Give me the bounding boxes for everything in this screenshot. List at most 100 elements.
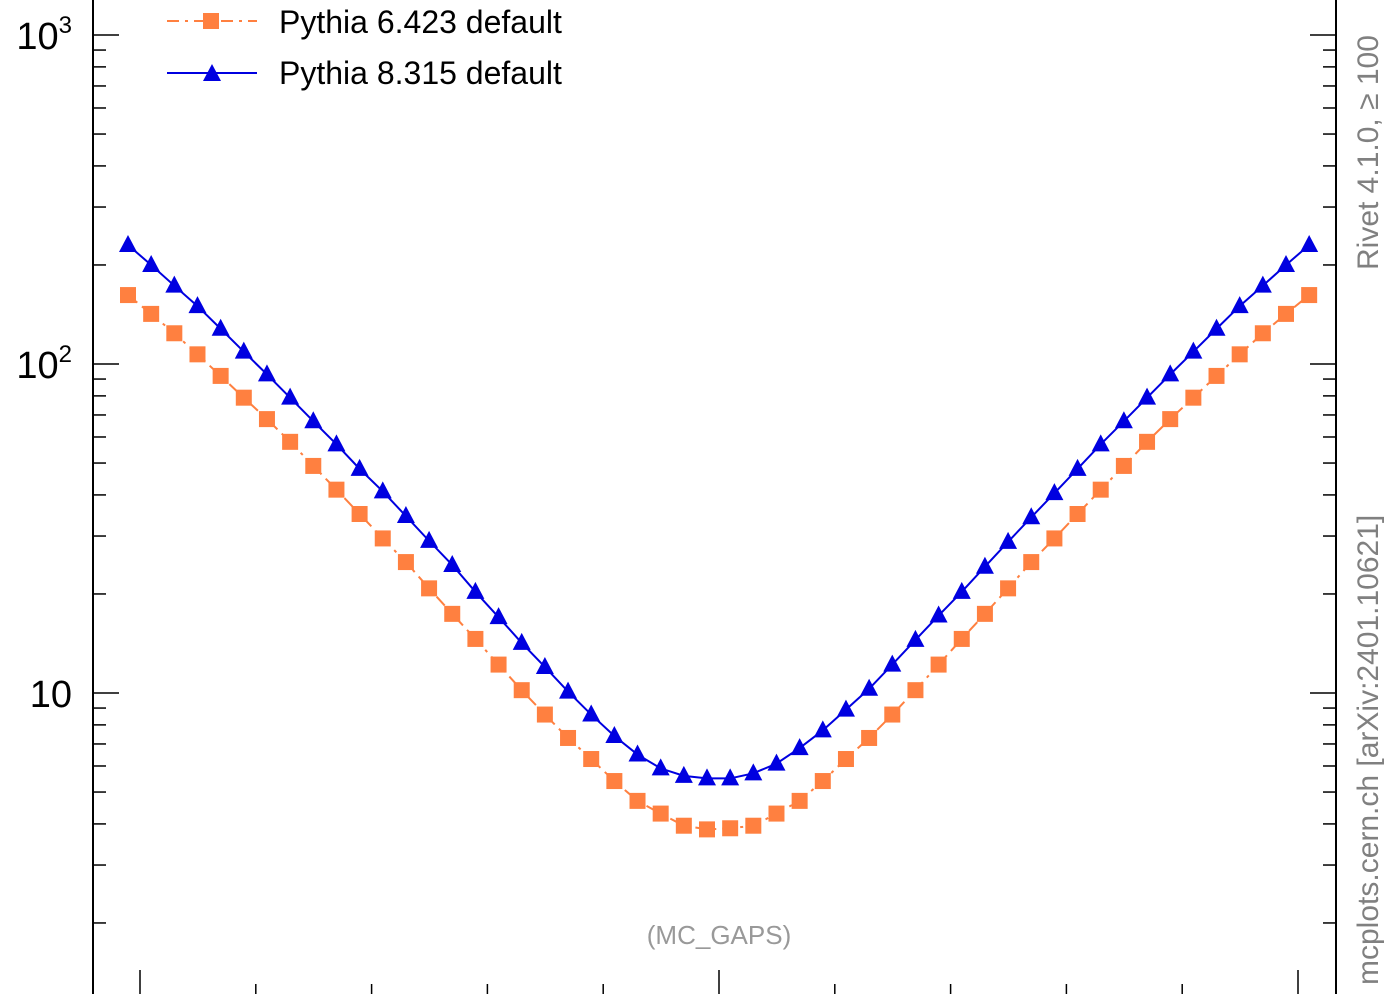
data-point-triangle	[883, 654, 902, 672]
data-point-square	[1115, 457, 1132, 474]
data-point-square	[1301, 287, 1318, 304]
data-point-square	[606, 773, 623, 790]
data-point-triangle	[350, 458, 369, 476]
data-point-square	[1000, 580, 1017, 597]
data-point-triangle	[257, 364, 276, 382]
data-point-triangle	[443, 554, 462, 572]
data-point-triangle	[721, 768, 740, 786]
data-point-triangle	[999, 531, 1018, 549]
data-point-square	[1069, 506, 1086, 523]
series-pythia6	[120, 287, 1318, 838]
data-point-square	[768, 805, 785, 822]
data-point-square	[814, 773, 831, 790]
data-point-square	[189, 346, 206, 363]
data-point-triangle	[165, 275, 184, 293]
data-point-triangle	[188, 296, 207, 314]
data-point-square	[258, 411, 275, 428]
data-point-triangle	[744, 763, 763, 781]
data-point-square	[1278, 305, 1294, 322]
data-point-square	[583, 751, 600, 768]
data-point-triangle	[512, 632, 531, 650]
data-point-square	[467, 630, 484, 647]
data-point-triangle	[535, 656, 554, 674]
data-point-square	[120, 287, 136, 304]
data-point-triangle	[698, 768, 716, 786]
y-axis-ticks	[93, 34, 1336, 924]
data-point-square	[212, 367, 229, 384]
data-point-triangle	[1022, 507, 1041, 525]
data-point-triangle	[674, 765, 693, 783]
data-point-triangle	[860, 678, 879, 696]
data-point-triangle	[1161, 364, 1180, 382]
series-line	[127, 294, 1310, 831]
series-line	[127, 244, 1310, 780]
data-point-square	[791, 792, 808, 809]
data-point-triangle	[304, 411, 323, 429]
legend-marker-triangle	[203, 64, 221, 81]
data-point-triangle	[1138, 387, 1157, 405]
legend-label-pythia6: Pythia 6.423 default	[279, 4, 562, 40]
legend-marker-square	[203, 13, 219, 29]
data-point-square	[560, 729, 577, 746]
y-tick-label: 103	[16, 12, 72, 58]
data-point-square	[884, 706, 901, 723]
data-point-square	[282, 433, 299, 450]
data-point-triangle	[767, 753, 786, 771]
data-point-triangle	[813, 720, 832, 738]
data-point-triangle	[1300, 234, 1319, 252]
legend-entry-pythia6: Pythia 6.423 default	[167, 4, 562, 40]
data-point-triangle	[373, 481, 392, 499]
data-point-triangle	[396, 506, 415, 524]
data-point-triangle	[1068, 458, 1087, 476]
data-point-triangle	[1091, 434, 1110, 452]
data-point-square	[675, 817, 692, 834]
data-point-triangle	[142, 254, 161, 272]
data-point-triangle	[582, 704, 601, 722]
y-tick-label: 102	[16, 341, 72, 387]
data-point-triangle	[234, 341, 253, 359]
data-point-triangle	[952, 581, 971, 599]
data-point-square	[143, 305, 160, 322]
data-point-triangle	[1045, 483, 1064, 501]
data-point-triangle	[836, 699, 855, 717]
data-point-square	[1162, 411, 1179, 428]
data-point-square	[699, 821, 715, 838]
data-point-square	[629, 792, 646, 809]
data-point-square	[444, 605, 461, 622]
data-point-square	[536, 706, 553, 723]
data-point-triangle	[420, 530, 439, 548]
data-point-square	[1254, 325, 1271, 342]
data-point-square	[1092, 481, 1109, 498]
data-point-triangle	[489, 607, 508, 625]
data-point-triangle	[1184, 341, 1203, 359]
data-point-square	[1208, 367, 1225, 384]
plot-frame	[92, 0, 1337, 994]
data-point-square	[652, 805, 669, 822]
data-point-triangle	[1207, 318, 1226, 336]
data-point-square	[1139, 433, 1156, 450]
data-point-square	[1185, 389, 1202, 406]
data-point-square	[907, 682, 924, 699]
data-point-square	[421, 580, 438, 597]
data-point-square	[328, 481, 345, 498]
data-point-triangle	[790, 738, 809, 756]
data-point-square	[930, 656, 947, 673]
legend-entry-pythia8: Pythia 8.315 default	[167, 55, 562, 91]
data-point-triangle	[605, 726, 624, 744]
y-tick-label: 10	[30, 674, 72, 716]
data-point-triangle	[211, 318, 230, 336]
data-point-triangle	[1230, 296, 1249, 314]
data-point-square	[490, 656, 507, 673]
data-point-triangle	[1114, 411, 1133, 429]
data-point-square	[1023, 554, 1040, 571]
data-point-triangle	[119, 234, 137, 252]
data-point-square	[953, 630, 970, 647]
data-point-square	[837, 751, 854, 768]
data-point-square	[745, 817, 762, 834]
side-label-rivet: Rivet 4.1.0, ≥ 100	[1352, 35, 1385, 270]
series-group	[119, 234, 1319, 838]
data-point-triangle	[975, 556, 994, 574]
analysis-label: (MC_GAPS)	[647, 920, 791, 950]
data-point-triangle	[651, 758, 670, 776]
